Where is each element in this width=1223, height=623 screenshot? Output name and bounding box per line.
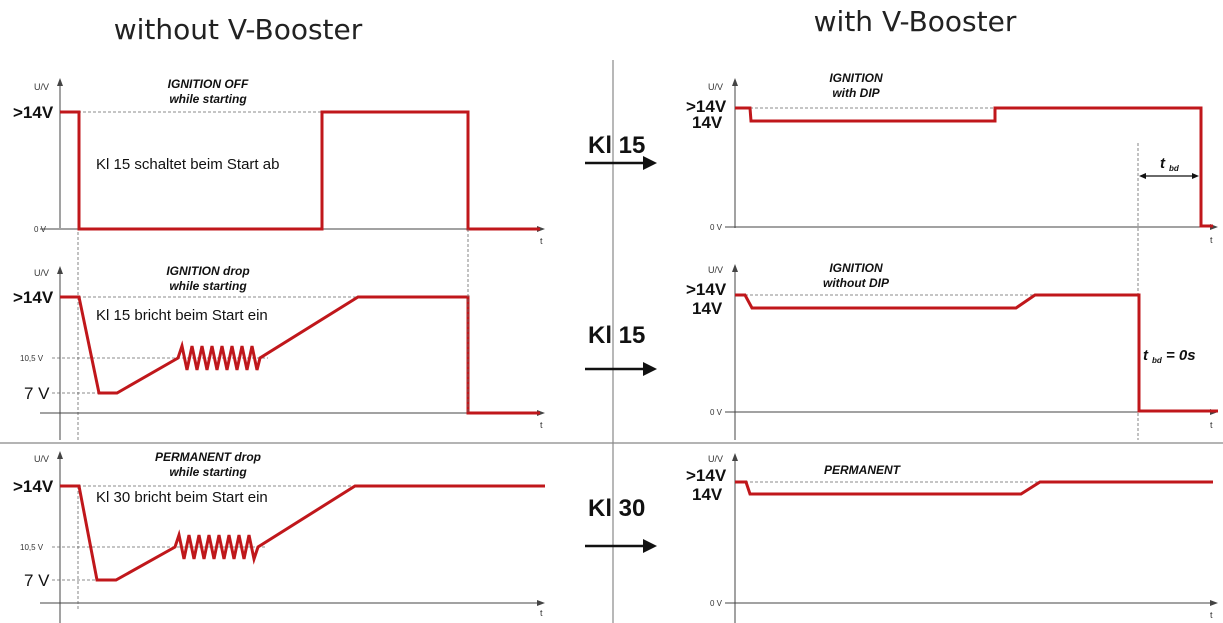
right-panel-ignition-without-dip: U/V t 0 V >14V 14V IGNITION without DIP … [686, 261, 1218, 440]
panel-title-line1: PERMANENT [824, 463, 902, 477]
panel-title-line1: IGNITION [829, 261, 883, 275]
x-axis-arrow-icon [1210, 600, 1218, 606]
left-panel-ignition-off: U/V t 0 V >14V IGNITION OFF while starti… [13, 77, 545, 440]
tbd-arrow-left-icon [1139, 173, 1146, 179]
y-unit-label: U/V [34, 82, 49, 92]
panel-title-line1: IGNITION OFF [168, 77, 249, 91]
level-label-14v: 14V [692, 113, 723, 132]
heading-without-booster: without V-Booster [114, 13, 363, 46]
right-panel-permanent: U/V t 0 V >14V 14V PERMANENT [686, 453, 1218, 623]
x-unit-label: t [540, 420, 543, 430]
heading-with-booster: with V-Booster [814, 5, 1017, 38]
voltage-signal [60, 110, 540, 231]
y-unit-label: U/V [708, 82, 723, 92]
zero-label: 0 V [710, 223, 723, 232]
level-label-over14: >14V [686, 466, 727, 485]
panel-title-line1: IGNITION [829, 71, 883, 85]
y-unit-label: U/V [708, 265, 723, 275]
level-label-10-5: 10,5 V [20, 543, 44, 552]
terminal-connector-3: Kl 30 [585, 495, 657, 553]
level-label-7v: 7 V [24, 384, 50, 403]
tbd-symbol: t [1143, 347, 1149, 364]
level-label-over14: >14V [13, 103, 54, 122]
level-label-14v: 14V [692, 485, 723, 504]
right-panel-ignition-with-dip: U/V t 0 V >14V 14V IGNITION with DIP t b… [686, 71, 1218, 440]
x-unit-label: t [540, 236, 543, 246]
panel-note: Kl 30 bricht beim Start ein [96, 489, 268, 506]
level-label-7v: 7 V [24, 571, 50, 590]
panel-note: Kl 15 schaltet beim Start ab [96, 156, 279, 173]
x-unit-label: t [1210, 610, 1213, 620]
y-unit-label: U/V [708, 454, 723, 464]
y-axis-arrow-icon [57, 451, 63, 459]
arrow-right-icon [643, 539, 657, 553]
arrow-right-icon [643, 362, 657, 376]
panel-note: Kl 15 bricht beim Start ein [96, 307, 268, 324]
tbd-symbol: t [1160, 155, 1166, 172]
panel-title-line2: without DIP [823, 276, 890, 290]
level-label-14v: 14V [692, 299, 723, 318]
voltage-signal [735, 293, 1218, 413]
voltage-signal [735, 480, 1213, 496]
zero-label: 0 V [34, 225, 47, 234]
panel-title-line2: while starting [169, 279, 247, 293]
y-axis-arrow-icon [732, 264, 738, 272]
y-unit-label: U/V [34, 454, 49, 464]
tbd-arrow-right-icon [1192, 173, 1199, 179]
voltage-signal [60, 295, 540, 415]
level-label-over14: >14V [686, 97, 727, 116]
level-label-over14: >14V [13, 477, 54, 496]
x-unit-label: t [540, 608, 543, 618]
left-panel-ignition-drop: U/V t >14V 10,5 V 7 V IGNITION drop whil… [13, 264, 545, 440]
y-axis-arrow-icon [732, 78, 738, 86]
panel-title-line2: with DIP [832, 86, 880, 100]
y-axis-arrow-icon [57, 266, 63, 274]
level-label-over14: >14V [13, 288, 54, 307]
voltage-signal [735, 106, 1213, 228]
y-axis-arrow-icon [732, 453, 738, 461]
level-label-10-5: 10,5 V [20, 354, 44, 363]
voltage-signal [60, 484, 545, 582]
panel-title-line1: PERMANENT drop [155, 450, 261, 464]
terminal-connector-1: Kl 15 [585, 132, 657, 170]
zero-label: 0 V [710, 408, 723, 417]
terminal-label: Kl 15 [588, 132, 645, 159]
tbd-subscript: bd [1169, 164, 1180, 173]
left-panel-permanent-drop: U/V t >14V 10,5 V 7 V PERMANENT drop whi… [13, 450, 545, 623]
x-unit-label: t [1210, 420, 1213, 430]
terminal-connector-2: Kl 15 [585, 322, 657, 376]
panel-title-line1: IGNITION drop [166, 264, 249, 278]
terminal-label: Kl 15 [588, 322, 645, 349]
x-unit-label: t [1210, 235, 1213, 245]
panel-title-line2: while starting [169, 92, 247, 106]
tbd-subscript: bd [1152, 356, 1163, 365]
panel-title-line2: while starting [169, 465, 247, 479]
y-unit-label: U/V [34, 268, 49, 278]
zero-label: 0 V [710, 599, 723, 608]
tbd-zero-value: = 0s [1166, 347, 1196, 364]
arrow-right-icon [643, 156, 657, 170]
level-label-over14: >14V [686, 280, 727, 299]
terminal-label: Kl 30 [588, 495, 645, 522]
x-axis-arrow-icon [537, 600, 545, 606]
y-axis-arrow-icon [57, 78, 63, 86]
